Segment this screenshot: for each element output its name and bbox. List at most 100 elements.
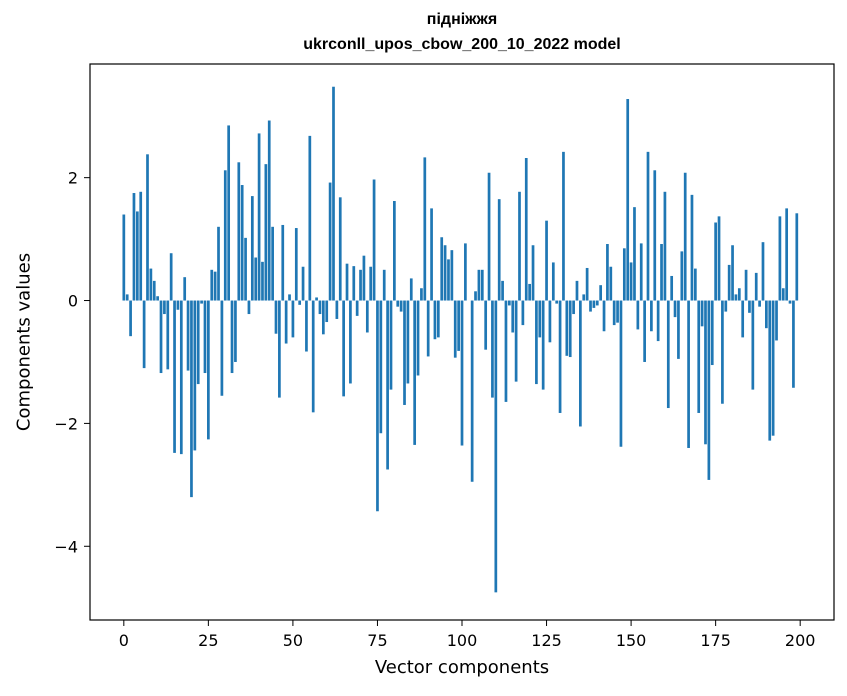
bar <box>453 300 457 358</box>
bar <box>311 300 315 413</box>
bar <box>660 244 663 301</box>
bar <box>125 294 129 301</box>
bar <box>531 245 535 301</box>
bar <box>247 300 251 315</box>
bar <box>430 208 433 301</box>
bar <box>382 269 386 301</box>
bar <box>372 179 376 301</box>
bar <box>149 268 153 301</box>
x-tick-label: 200 <box>785 631 816 650</box>
bar <box>220 300 224 396</box>
bar <box>585 267 589 301</box>
bar <box>369 266 373 301</box>
bar <box>284 300 288 344</box>
y-axis-ticks: −4 −2 0 2 <box>54 169 90 556</box>
bar <box>724 300 728 312</box>
bar <box>169 253 173 301</box>
bar <box>737 288 741 301</box>
bar <box>142 300 146 369</box>
bar <box>731 245 734 301</box>
bar <box>524 158 528 301</box>
bar <box>267 120 271 301</box>
y-tick-label: 0 <box>68 292 78 311</box>
bar <box>656 300 660 342</box>
bar <box>788 300 792 304</box>
bar <box>551 262 555 301</box>
bar <box>305 300 308 352</box>
bar <box>683 172 687 301</box>
bar <box>673 300 677 318</box>
bar <box>734 294 738 301</box>
bar <box>122 214 126 301</box>
bar <box>639 243 643 301</box>
bar <box>338 197 342 301</box>
bar <box>653 170 657 301</box>
bar <box>355 300 359 316</box>
x-tick-label: 50 <box>283 631 303 650</box>
bar <box>707 300 711 480</box>
bar <box>518 191 521 301</box>
bar <box>274 300 278 334</box>
bar <box>135 211 139 301</box>
bar <box>765 300 768 329</box>
bar <box>328 182 332 301</box>
bar <box>575 280 579 301</box>
bar <box>132 193 136 301</box>
bar <box>345 263 349 301</box>
bar <box>666 300 670 409</box>
bar <box>751 300 755 390</box>
bar <box>785 208 789 301</box>
chart-title-word: підніжжя <box>426 11 498 28</box>
x-tick-label: 100 <box>447 631 478 650</box>
bar <box>443 245 447 301</box>
bar <box>727 264 731 301</box>
bar <box>579 300 582 427</box>
x-tick-label: 0 <box>119 631 129 650</box>
chart-title-model: ukrconll_upos_cbow_200_10_2022 model <box>303 36 621 53</box>
bar <box>332 86 335 301</box>
bar <box>146 154 149 301</box>
bar <box>470 300 474 482</box>
bar <box>281 224 285 301</box>
bar <box>582 294 586 301</box>
bar <box>413 300 417 445</box>
bar <box>507 300 511 306</box>
x-axis-label: Vector components <box>374 657 550 678</box>
bar <box>602 300 606 332</box>
bar <box>240 185 244 301</box>
bar <box>612 300 616 326</box>
bar <box>166 300 170 370</box>
bar <box>622 248 626 301</box>
x-tick-label: 75 <box>367 631 387 650</box>
bar <box>393 201 396 301</box>
bar <box>535 300 538 385</box>
bar <box>700 300 704 327</box>
bar <box>548 300 552 343</box>
bar <box>480 269 484 301</box>
bar <box>365 300 369 333</box>
bar <box>589 300 592 312</box>
bar <box>643 300 646 362</box>
bar <box>423 157 427 301</box>
bar <box>650 300 653 332</box>
bar <box>362 255 366 301</box>
bar <box>606 244 609 301</box>
bar <box>697 300 701 413</box>
bar <box>261 261 264 301</box>
bar <box>646 151 650 301</box>
bar <box>156 296 159 301</box>
bar <box>250 196 254 301</box>
bar <box>721 300 724 404</box>
bar <box>464 243 467 301</box>
bar <box>693 268 697 301</box>
bar <box>538 300 542 338</box>
bar <box>223 170 227 301</box>
bar <box>460 300 464 446</box>
bar <box>315 297 318 301</box>
bar <box>781 288 785 301</box>
bar <box>416 300 420 376</box>
bar <box>308 135 312 301</box>
bar <box>203 300 207 374</box>
bar <box>521 300 525 326</box>
